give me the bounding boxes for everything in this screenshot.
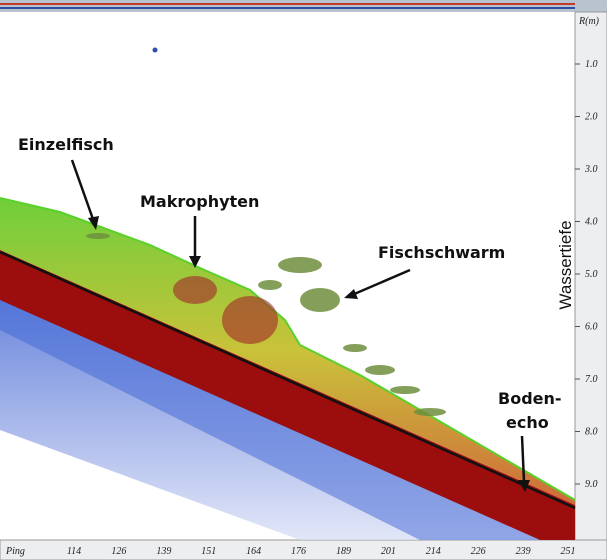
ping-tick-label: 251 <box>561 546 576 557</box>
ping-tick-label: 214 <box>426 546 441 557</box>
depth-tick-label: 6.0 <box>585 322 598 333</box>
fish-echo <box>343 344 367 352</box>
macrophyte-echo <box>222 296 278 344</box>
echogram-screenshot: Einzelfisch Makrophyten Fischschwarm Bod… <box>0 0 607 560</box>
ping-tick-label: 201 <box>381 546 396 557</box>
depth-tick-label: 3.0 <box>584 164 598 175</box>
depth-unit: R(m) <box>578 16 600 27</box>
depth-tick-label: 2.0 <box>585 112 598 123</box>
annotation: Fischschwarm <box>378 243 505 262</box>
ping-tick-label: 226 <box>471 546 486 557</box>
ping-axis-title: Ping <box>5 546 25 557</box>
annotation: Makrophyten <box>140 192 259 211</box>
annotation: Boden- <box>498 389 562 408</box>
fish-echo <box>414 408 446 416</box>
depth-tick-label: 1.0 <box>585 59 598 70</box>
fish-echo <box>365 365 395 375</box>
depth-tick-label: 7.0 <box>585 374 598 385</box>
depth-tick-label: 8.0 <box>585 427 598 438</box>
fish-echo <box>300 288 340 312</box>
fish-echo <box>153 48 158 53</box>
annotation: echo <box>506 413 549 432</box>
macrophyte-echo <box>173 276 217 304</box>
fish-echo <box>258 280 282 290</box>
depth-tick-label: 9.0 <box>585 479 598 490</box>
ping-tick-label: 189 <box>336 546 351 557</box>
ping-tick-label: 151 <box>201 546 216 557</box>
depth-axis-title: Wassertiefe <box>556 220 575 309</box>
annotation: Einzelfisch <box>18 135 114 154</box>
ping-tick-label: 239 <box>516 546 531 557</box>
top-bar <box>0 0 607 12</box>
fish-echo <box>86 233 110 239</box>
fish-echo <box>278 257 322 273</box>
ping-tick-label: 164 <box>246 546 261 557</box>
ping-tick-label: 176 <box>291 546 306 557</box>
fish-echo <box>390 386 420 394</box>
ping-tick-label: 114 <box>67 546 81 557</box>
ping-tick-label: 139 <box>156 546 171 557</box>
ping-tick-label: 126 <box>111 546 126 557</box>
depth-tick-label: 4.0 <box>585 217 598 228</box>
depth-tick-label: 5.0 <box>585 269 598 280</box>
